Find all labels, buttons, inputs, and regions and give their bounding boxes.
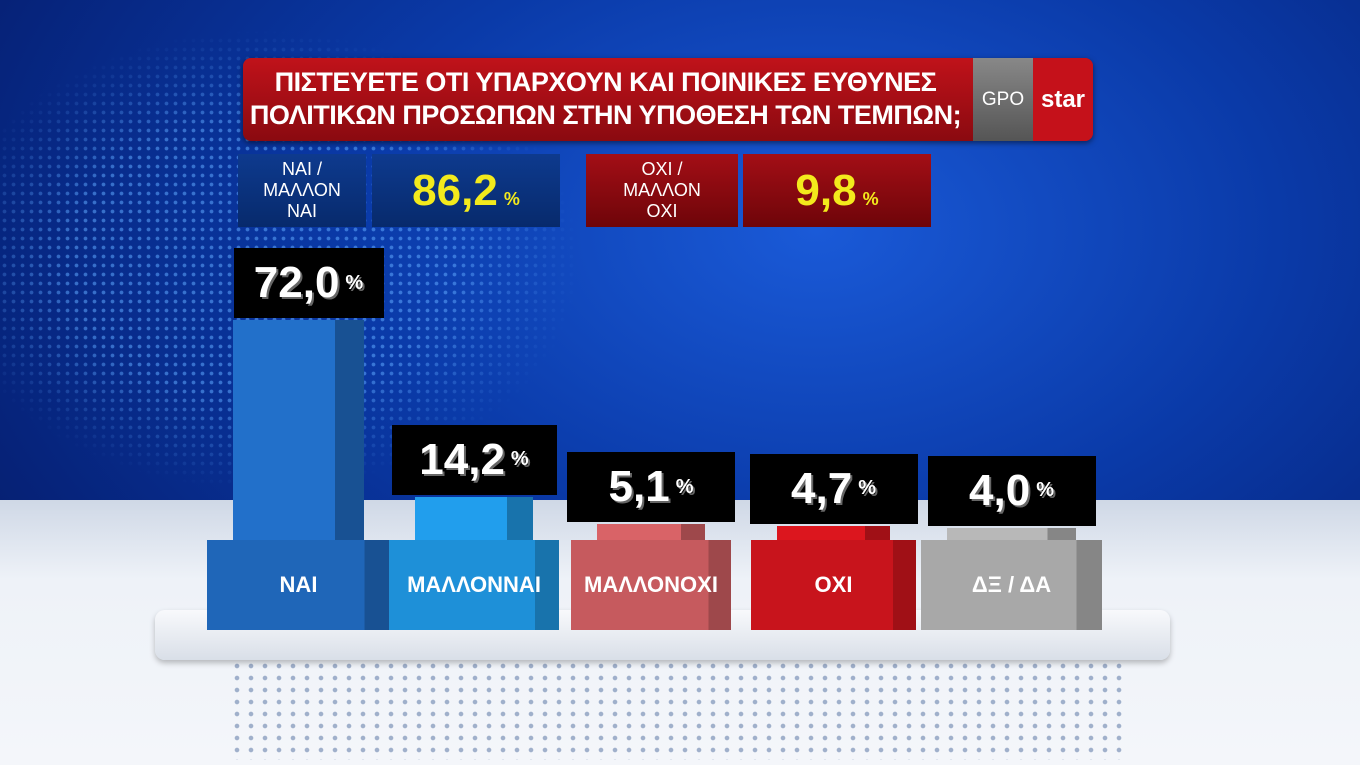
summary-no-label: ΟΧΙ / ΜΑΛΛΟΝ ΟΧΙ — [586, 154, 738, 227]
bar-value-label: 72,0% — [233, 248, 384, 319]
summary-no-value: 9,8% — [743, 154, 931, 227]
bar-0 — [233, 320, 364, 540]
chart-title: ΠΙΣΤΕΥΕΤΕ ΟΤΙ ΥΠΑΡΧΟΥΝ ΚΑΙ ΠΟΙΝΙΚΕΣ ΕΥΘΥ… — [243, 66, 968, 132]
bar-value-label: 5,1% — [567, 452, 735, 523]
bar-category-label: ΟΧΙ — [751, 540, 916, 630]
bar-1 — [415, 496, 533, 540]
bar-value-label: 4,0% — [927, 455, 1096, 526]
summary-yes-label: ΝΑΙ / ΜΑΛΛΟΝ ΝΑΙ — [238, 154, 366, 227]
bar-2 — [597, 524, 705, 540]
gpo-star-logo: GPO star — [973, 58, 1093, 141]
title-line-2: ΠΟΛΙΤΙΚΩΝ ΠΡΟΣΩΠΩΝ ΣΤΗΝ ΥΠΟΘΕΣΗ ΤΩΝ ΤΕΜΠ… — [249, 100, 962, 130]
question-banner: ΠΙΣΤΕΥΕΤΕ ΟΤΙ ΥΠΑΡΧΟΥΝ ΚΑΙ ΠΟΙΝΙΚΕΣ ΕΥΘΥ… — [243, 58, 1093, 141]
bar-value-label: 14,2% — [391, 424, 557, 495]
bar-3 — [777, 525, 890, 540]
title-line-1: ΠΙΣΤΕΥΕΤΕ ΟΤΙ ΥΠΑΡΧΟΥΝ ΚΑΙ ΠΟΙΝΙΚΕΣ ΕΥΘΥ… — [274, 67, 937, 97]
bar-category-label: ΔΞ / ΔΑ — [921, 540, 1102, 630]
bar-category-label: ΜΑΛΛΟΝ ΝΑΙ — [389, 540, 559, 630]
bar-value-label: 4,7% — [749, 453, 918, 524]
floor-map-dots — [230, 660, 1130, 760]
bar-4 — [947, 527, 1076, 540]
bar-category-label: ΜΑΛΛΟΝ ΟΧΙ — [571, 540, 731, 630]
bar-category-label: ΝΑΙ — [207, 540, 390, 630]
summary-yes-value: 86,2% — [372, 154, 560, 227]
